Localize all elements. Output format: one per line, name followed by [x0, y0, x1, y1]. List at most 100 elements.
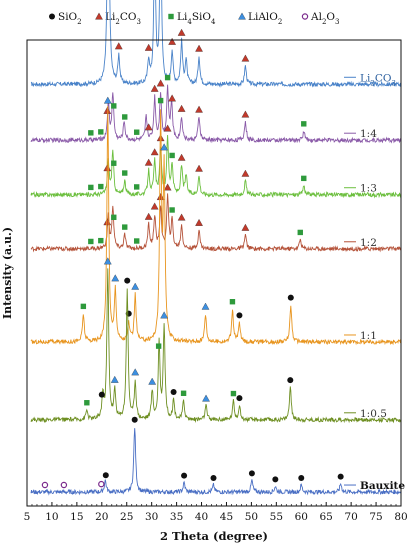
peak-marker-square — [88, 238, 94, 245]
peak-marker-square — [229, 299, 236, 305]
peak-marker-circle — [125, 310, 132, 317]
axes: 5 10 15 20 25 30 35 40 45 50 55 60 65 70 75 80 2 Theta … — [1, 39, 408, 543]
series-label: Li2CO3 — [360, 72, 396, 87]
peak-marker-circle — [124, 277, 131, 284]
legend-item: LiAlO2 — [238, 11, 282, 26]
series-line — [30, 428, 402, 496]
peak-marker-open-circle — [98, 480, 105, 488]
x-tick-label: 60 — [295, 511, 308, 523]
legend-label: Li4SiO4 — [177, 11, 216, 26]
plot-frame — [26, 39, 402, 507]
peak-marker-square — [157, 97, 164, 104]
peak-marker-triangle — [103, 96, 112, 104]
series-label: 1:4 — [360, 128, 377, 140]
x-tick-label: 65 — [320, 511, 333, 523]
peak-marker-square — [122, 224, 128, 230]
peak-marker-square — [84, 400, 90, 406]
series-6: Bauxite — [30, 416, 405, 496]
peak-marker-circle — [236, 395, 243, 402]
legend-open-circle-icon — [301, 13, 309, 20]
legend-triangle-icon — [238, 12, 246, 20]
peak-marker-square — [111, 103, 117, 109]
x-tick-label: 30 — [145, 511, 158, 523]
x-axis-ticks: 5 10 15 20 25 30 35 40 45 50 55 60 65 70 75 80 — [24, 502, 408, 523]
peak-marker-square — [134, 184, 140, 190]
series-label: 1:2 — [360, 237, 377, 249]
peak-marker-square — [98, 129, 104, 135]
peak-marker-triangle — [241, 110, 250, 118]
series-label: Bauxite — [360, 480, 405, 492]
peak-marker-triangle — [163, 124, 172, 132]
peak-marker-square — [134, 129, 140, 135]
series-line — [30, 268, 402, 424]
x-tick-label: 20 — [95, 511, 108, 523]
peak-marker-triangle — [114, 42, 123, 50]
peak-marker-square — [111, 214, 117, 221]
series-label: 1:3 — [360, 183, 377, 195]
peak-marker-square — [122, 114, 128, 120]
series-label: 1:0.5 — [360, 408, 387, 420]
peak-marker-circle — [98, 391, 105, 398]
peak-marker-circle — [298, 475, 305, 482]
peak-marker-triangle — [195, 44, 203, 52]
peak-marker-triangle — [144, 212, 153, 220]
peak-marker-triangle — [168, 37, 176, 45]
series-2: 1:3 — [30, 124, 402, 199]
x-tick-label: 45 — [220, 511, 233, 523]
series-line — [30, 105, 402, 346]
peak-marker-triangle — [201, 302, 210, 310]
peak-marker-square — [180, 390, 187, 396]
peak-marker-square — [230, 390, 237, 397]
peak-marker-triangle — [150, 202, 159, 210]
peak-marker-square — [164, 74, 171, 81]
series-5: 1:0.5 — [30, 257, 402, 424]
peak-marker-triangle — [241, 54, 250, 62]
peak-marker-square — [169, 207, 175, 213]
x-tick-label: 10 — [45, 511, 58, 523]
peak-marker-square — [155, 343, 162, 349]
x-tick-label: 5 — [24, 511, 31, 523]
peak-marker-square — [111, 160, 117, 166]
x-tick-label: 55 — [270, 511, 283, 523]
series-label: 1:1 — [360, 330, 377, 342]
legend-square-icon — [168, 13, 174, 20]
x-tick-label: 25 — [120, 511, 133, 523]
peak-marker-triangle — [131, 368, 140, 376]
peak-marker-triangle — [160, 143, 168, 151]
x-tick-label: 70 — [344, 511, 357, 523]
series-line — [30, 0, 402, 88]
peak-marker-triangle — [195, 105, 203, 113]
peak-marker-circle — [236, 312, 243, 319]
peak-marker-circle — [170, 389, 177, 396]
peak-marker-triangle — [177, 213, 186, 221]
peak-marker-triangle — [131, 282, 140, 290]
legend-label: LiAlO2 — [248, 11, 282, 26]
legend-item: SiO2 — [49, 11, 82, 26]
x-tick-label: 50 — [245, 511, 258, 523]
x-tick-label: 35 — [170, 511, 183, 523]
peak-marker-triangle — [241, 169, 250, 177]
legend-triangle-icon — [95, 12, 103, 20]
peak-marker-square — [169, 152, 175, 159]
peak-marker-circle — [287, 294, 294, 301]
legend: SiO2 Li2CO3 Li4SiO4 LiAlO2 Al2O3 — [49, 11, 340, 26]
x-tick-label: 15 — [70, 511, 83, 523]
peak-marker-square — [134, 238, 140, 244]
legend-label: SiO2 — [58, 11, 82, 26]
series-line — [30, 134, 402, 199]
peak-marker-triangle — [144, 43, 153, 51]
peak-marker-square — [98, 237, 104, 244]
peak-marker-triangle — [150, 84, 159, 92]
peak-marker-square — [301, 175, 307, 182]
x-tick-label: 40 — [195, 511, 208, 523]
peak-marker-triangle — [195, 164, 203, 172]
peak-marker-circle — [337, 473, 344, 480]
peak-marker-triangle — [177, 104, 186, 112]
peak-marker-triangle — [144, 123, 153, 131]
peak-marker-triangle — [156, 193, 165, 200]
peak-marker-square — [122, 170, 128, 176]
peak-marker-circle — [272, 476, 279, 483]
peak-marker-triangle — [160, 311, 168, 319]
peak-marker-circle — [210, 474, 217, 481]
